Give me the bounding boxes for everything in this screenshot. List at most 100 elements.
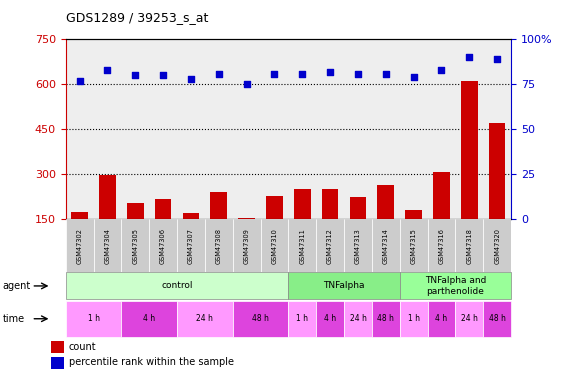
Bar (489, 123, 505, 264)
Bar (400, 219, 428, 272)
Text: control: control (161, 281, 193, 291)
Bar (177, 301, 233, 337)
Text: 4 h: 4 h (324, 314, 336, 323)
Point (381, 70, 391, 76)
Bar (456, 219, 483, 272)
Text: 24 h: 24 h (461, 314, 478, 323)
Text: TNFalpha and
parthenolide: TNFalpha and parthenolide (425, 276, 486, 296)
Point (493, 56, 502, 62)
Text: 48 h: 48 h (489, 314, 505, 323)
Bar (122, 301, 177, 337)
Bar (405, 210, 422, 264)
Text: 1 h: 1 h (408, 314, 420, 323)
Bar (316, 219, 344, 272)
Point (270, 70, 279, 76)
Text: count: count (69, 342, 96, 352)
Text: percentile rank within the sample: percentile rank within the sample (69, 357, 234, 368)
Bar (71, 212, 88, 264)
Text: GSM47318: GSM47318 (467, 228, 472, 264)
Text: 24 h: 24 h (349, 314, 367, 323)
Point (131, 72, 140, 78)
Text: GSM47305: GSM47305 (132, 228, 138, 264)
Bar (288, 301, 316, 337)
Bar (205, 219, 233, 272)
Text: GSM47308: GSM47308 (216, 228, 222, 264)
Point (186, 76, 195, 82)
Bar (294, 189, 311, 264)
Text: GSM47309: GSM47309 (244, 228, 250, 264)
Text: GSM47311: GSM47311 (299, 228, 305, 264)
Bar (461, 81, 477, 264)
Bar (400, 272, 511, 299)
Bar (66, 301, 122, 337)
Bar (372, 219, 400, 272)
Bar (456, 301, 483, 337)
Bar (233, 219, 260, 272)
Text: 48 h: 48 h (252, 314, 269, 323)
Bar (372, 301, 400, 337)
Bar (266, 196, 283, 264)
Text: GSM47315: GSM47315 (411, 228, 417, 264)
Text: 1 h: 1 h (296, 314, 308, 323)
Point (103, 67, 112, 73)
Bar (183, 213, 199, 264)
Bar (322, 189, 339, 264)
Bar (177, 219, 205, 272)
Text: GSM47310: GSM47310 (271, 228, 278, 264)
Text: GSM47313: GSM47313 (355, 228, 361, 264)
Bar (155, 199, 171, 264)
Bar (349, 197, 367, 264)
Text: GSM47316: GSM47316 (439, 228, 444, 264)
Bar (483, 301, 511, 337)
Bar (51, 357, 64, 369)
Text: GSM47320: GSM47320 (494, 228, 500, 264)
Point (325, 69, 335, 75)
Point (465, 54, 474, 60)
Text: time: time (3, 314, 25, 324)
Text: TNFalpha: TNFalpha (323, 281, 365, 291)
Bar (344, 301, 372, 337)
Bar (288, 219, 316, 272)
Text: 48 h: 48 h (377, 314, 394, 323)
Bar (149, 219, 177, 272)
Bar (400, 301, 428, 337)
Text: GSM47304: GSM47304 (104, 228, 110, 264)
Point (409, 74, 418, 80)
Bar (233, 301, 288, 337)
Bar (433, 172, 450, 264)
Text: 4 h: 4 h (143, 314, 155, 323)
Bar (428, 301, 455, 337)
Bar (377, 185, 394, 264)
Bar (94, 219, 122, 272)
Point (297, 70, 307, 76)
Bar (127, 203, 144, 264)
Bar (344, 219, 372, 272)
Bar (66, 272, 288, 299)
Bar (99, 175, 116, 264)
Text: GSM47302: GSM47302 (77, 228, 83, 264)
Point (353, 70, 363, 76)
Bar (260, 219, 288, 272)
Bar (122, 219, 149, 272)
Point (75, 78, 84, 84)
Bar (66, 219, 94, 272)
Bar (316, 301, 344, 337)
Text: GSM47312: GSM47312 (327, 228, 333, 264)
Text: 1 h: 1 h (87, 314, 99, 323)
Bar (288, 272, 400, 299)
Bar (238, 218, 255, 264)
Text: GDS1289 / 39253_s_at: GDS1289 / 39253_s_at (66, 11, 208, 24)
Text: 4 h: 4 h (436, 314, 448, 323)
Bar (210, 192, 227, 264)
Point (214, 70, 223, 76)
Bar (51, 341, 64, 353)
Point (437, 67, 446, 73)
Point (242, 81, 251, 87)
Text: 24 h: 24 h (196, 314, 214, 323)
Text: GSM47314: GSM47314 (383, 228, 389, 264)
Text: agent: agent (3, 281, 31, 291)
Text: GSM47306: GSM47306 (160, 228, 166, 264)
Point (159, 72, 168, 78)
Text: GSM47307: GSM47307 (188, 228, 194, 264)
Bar (428, 219, 456, 272)
